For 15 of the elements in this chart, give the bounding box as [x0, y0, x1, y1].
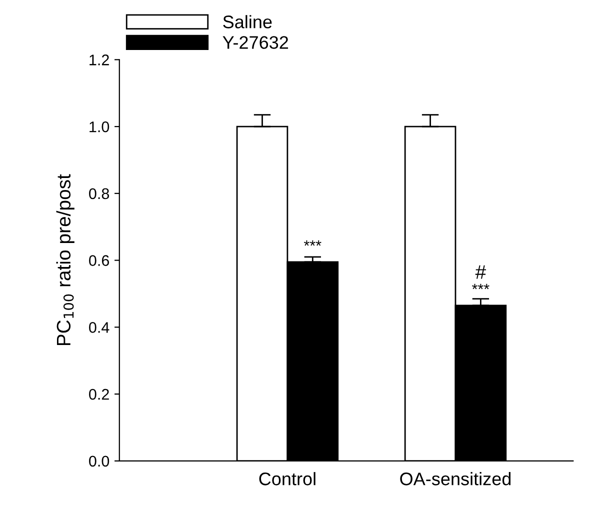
y-tick-label: 0.6: [89, 255, 110, 266]
legend-label: Y-27632: [222, 36, 288, 49]
y-tick-label: 0.2: [89, 388, 109, 400]
annotation: #: [475, 265, 486, 279]
y-tick-label: 1.0: [90, 121, 110, 132]
annotation: ***: [472, 284, 490, 290]
x-tick-label: Control: [259, 472, 316, 486]
y-tick-label: 1.2: [90, 54, 109, 66]
y-tick-label: 0.4: [89, 322, 110, 333]
y-tick-label: 0.0: [89, 456, 110, 467]
x-tick-label: OA-sensitized: [400, 472, 511, 486]
y-tick-label: 0.8: [89, 188, 110, 200]
annotation: ***: [304, 240, 322, 246]
y-axis-title: PC$_{100}$ ratio pre/post: [56, 174, 74, 346]
legend-label: Saline: [223, 15, 272, 28]
